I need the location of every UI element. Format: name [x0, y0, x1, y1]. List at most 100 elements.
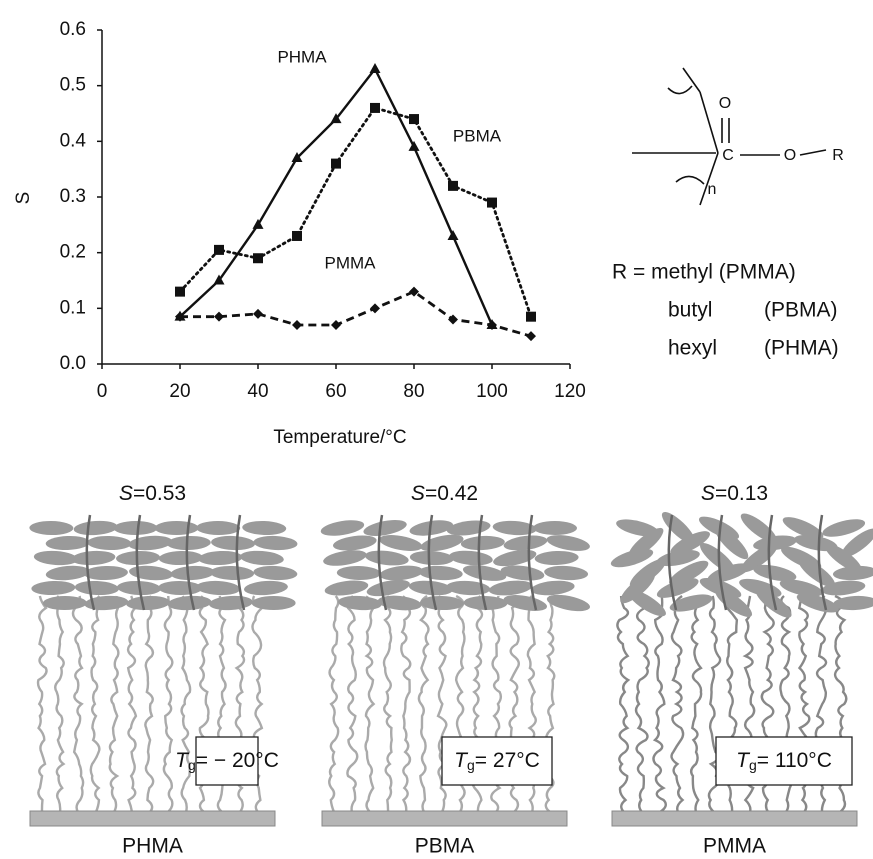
mesogen — [782, 517, 824, 539]
x-tick-label: 60 — [325, 381, 346, 402]
mesogen — [503, 535, 548, 551]
atom: R — [832, 147, 844, 164]
tg-value: = − 20°C — [196, 749, 279, 772]
chain — [126, 595, 138, 813]
atom: O — [719, 95, 731, 112]
data-point — [369, 62, 381, 73]
legend-line: butyl — [668, 299, 712, 322]
mesogen — [616, 519, 659, 537]
mesogen — [825, 543, 862, 573]
chain — [417, 594, 430, 813]
series-line — [180, 290, 532, 338]
mesogen — [363, 519, 407, 537]
chain — [634, 595, 650, 813]
mesogen — [462, 565, 507, 581]
s-symbol: S — [411, 482, 425, 505]
mesogen — [379, 535, 423, 551]
chain — [144, 595, 155, 813]
chain — [652, 595, 667, 814]
mesogen — [208, 595, 253, 611]
mesogen — [129, 565, 173, 581]
x-tick-label: 80 — [403, 381, 424, 402]
y-tick-label: 0.0 — [60, 353, 86, 374]
mesogen — [154, 520, 199, 536]
mesogen — [628, 589, 666, 617]
mesogen — [253, 535, 298, 551]
mesogen — [503, 595, 547, 611]
mesogen — [87, 535, 132, 551]
legend-line: R = methyl (PMMA) — [612, 261, 796, 284]
chain — [36, 595, 48, 813]
mesogen — [377, 595, 422, 611]
s-value: =0.53 — [133, 482, 186, 505]
mesogen — [822, 519, 866, 537]
mesogen — [656, 578, 699, 598]
mesogen — [544, 565, 589, 581]
series-line — [178, 106, 533, 319]
mesogen — [446, 520, 491, 536]
data-point — [409, 114, 419, 125]
mesogen — [196, 520, 241, 536]
backbone — [667, 514, 678, 611]
backbone — [767, 514, 778, 611]
data-point — [331, 320, 341, 331]
mesogen — [715, 589, 753, 617]
panel-name: PHMA — [122, 835, 183, 858]
data-point — [487, 320, 497, 331]
mesogen — [74, 580, 119, 596]
chain — [108, 595, 120, 813]
mesogen — [700, 542, 736, 574]
data-point — [292, 230, 302, 241]
data-point — [175, 311, 185, 322]
data-point — [253, 253, 263, 264]
backbone — [527, 514, 538, 611]
mesogen — [669, 560, 709, 586]
mesogen — [364, 550, 409, 566]
mesogen — [239, 550, 284, 566]
mesogen — [446, 580, 491, 596]
data-point — [487, 197, 497, 208]
mesogen — [798, 558, 836, 588]
x-tick-label: 20 — [169, 381, 190, 402]
mesogen — [210, 565, 255, 581]
y-tick-label: 0.6 — [60, 19, 86, 40]
data-point — [175, 286, 185, 297]
x-tick-label: 100 — [476, 381, 508, 402]
backbone — [235, 514, 246, 611]
chain — [180, 595, 192, 813]
mesogen — [821, 580, 866, 596]
mesogen — [669, 594, 713, 612]
mesogen — [167, 595, 212, 611]
mesogen — [251, 595, 296, 611]
mesogen — [42, 595, 87, 611]
data-point — [526, 311, 536, 322]
backbone — [717, 514, 728, 611]
y-tick-label: 0.1 — [60, 297, 86, 318]
data-point — [292, 320, 302, 331]
mesogen — [546, 594, 591, 612]
mesogen — [833, 595, 873, 611]
mesogen — [320, 520, 365, 536]
series-label: PBMA — [453, 126, 502, 145]
data-point — [291, 152, 303, 163]
mesogen — [29, 520, 74, 536]
mesogen — [796, 593, 839, 613]
mesogen — [670, 531, 710, 555]
mesogen — [707, 563, 750, 583]
mesogen — [324, 580, 369, 596]
chain — [71, 595, 85, 813]
backbone — [185, 514, 196, 611]
mesogen — [170, 565, 215, 581]
series-label: PMMA — [325, 253, 377, 272]
backbone — [85, 514, 96, 611]
tg-sub: g — [749, 757, 757, 773]
tg-symbol: T — [454, 749, 469, 772]
x-axis-title: Temperature/°C — [273, 427, 406, 448]
mesogen — [336, 565, 381, 581]
mesogen — [532, 520, 577, 536]
tg-box — [441, 736, 553, 786]
mesogen — [166, 535, 211, 551]
y-axis-title: S — [13, 192, 34, 205]
panel-name: PMMA — [703, 835, 766, 858]
